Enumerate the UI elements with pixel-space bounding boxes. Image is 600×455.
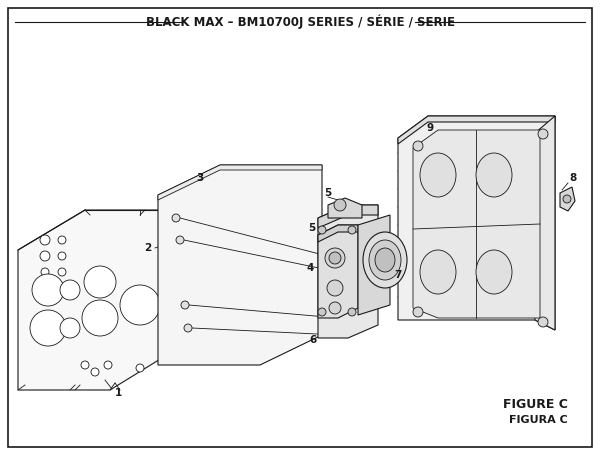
Circle shape	[348, 226, 356, 234]
Text: 7: 7	[394, 270, 401, 280]
Polygon shape	[318, 225, 358, 242]
Circle shape	[327, 280, 343, 296]
Polygon shape	[318, 225, 358, 318]
Polygon shape	[328, 198, 362, 218]
Text: 1: 1	[115, 388, 122, 398]
Text: 5: 5	[325, 188, 332, 198]
Circle shape	[413, 307, 423, 317]
Polygon shape	[358, 215, 390, 315]
Circle shape	[60, 280, 80, 300]
Polygon shape	[318, 205, 378, 228]
Circle shape	[538, 317, 548, 327]
Circle shape	[41, 268, 49, 276]
Circle shape	[91, 368, 99, 376]
Ellipse shape	[476, 250, 512, 294]
Circle shape	[318, 226, 326, 234]
Circle shape	[81, 361, 89, 369]
Circle shape	[538, 129, 548, 139]
Ellipse shape	[375, 248, 395, 272]
Circle shape	[136, 364, 144, 372]
Circle shape	[325, 248, 345, 268]
Text: 2: 2	[145, 243, 152, 253]
Polygon shape	[535, 116, 555, 330]
Text: 4: 4	[307, 263, 314, 273]
Ellipse shape	[476, 153, 512, 197]
Polygon shape	[413, 130, 540, 318]
Circle shape	[40, 235, 50, 245]
Circle shape	[40, 251, 50, 261]
Circle shape	[348, 308, 356, 316]
Circle shape	[60, 318, 80, 338]
Circle shape	[58, 252, 66, 260]
Circle shape	[334, 199, 346, 211]
Circle shape	[32, 274, 64, 306]
Circle shape	[318, 308, 326, 316]
Text: 5: 5	[308, 223, 316, 233]
Text: FIGURA C: FIGURA C	[509, 415, 568, 425]
Text: BLACK MAX – BM10700J SERIES / SÉRIE / SERIE: BLACK MAX – BM10700J SERIES / SÉRIE / SE…	[146, 15, 455, 29]
Circle shape	[120, 285, 160, 325]
Circle shape	[176, 236, 184, 244]
Circle shape	[30, 310, 66, 346]
Ellipse shape	[363, 232, 407, 288]
Circle shape	[184, 324, 192, 332]
Ellipse shape	[420, 153, 456, 197]
Ellipse shape	[420, 250, 456, 294]
Polygon shape	[398, 116, 555, 144]
Circle shape	[82, 300, 118, 336]
Circle shape	[329, 302, 341, 314]
Polygon shape	[560, 187, 575, 211]
Polygon shape	[158, 165, 322, 200]
Circle shape	[58, 268, 66, 276]
Circle shape	[329, 252, 341, 264]
Circle shape	[104, 361, 112, 369]
Polygon shape	[398, 116, 555, 330]
Text: 8: 8	[569, 173, 577, 183]
Ellipse shape	[369, 240, 401, 280]
Polygon shape	[158, 165, 322, 365]
Text: 3: 3	[196, 173, 203, 183]
Circle shape	[181, 301, 189, 309]
Circle shape	[413, 141, 423, 151]
Circle shape	[58, 236, 66, 244]
Circle shape	[563, 195, 571, 203]
Text: FIGURE C: FIGURE C	[503, 399, 568, 411]
Text: 9: 9	[427, 123, 434, 133]
Polygon shape	[318, 205, 378, 338]
Text: 6: 6	[310, 335, 317, 345]
Circle shape	[84, 266, 116, 298]
Polygon shape	[18, 210, 175, 390]
Circle shape	[172, 214, 180, 222]
